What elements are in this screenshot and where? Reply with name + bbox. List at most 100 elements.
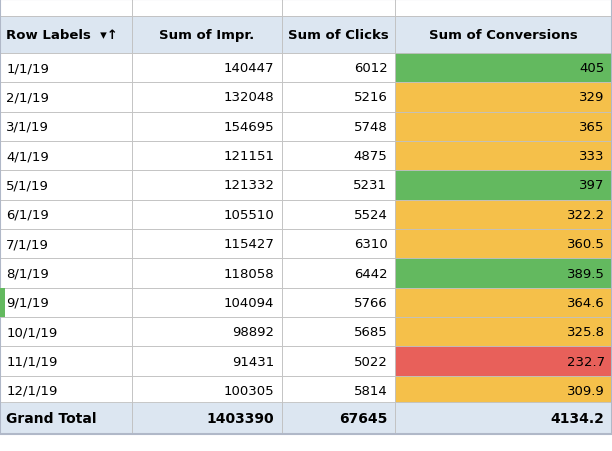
Text: 6310: 6310 (354, 238, 387, 251)
Text: 5524: 5524 (354, 208, 387, 221)
Bar (282, 17, 395, 54)
Bar (0, 288, 5, 318)
Bar (132, 200, 282, 230)
Text: 232.7: 232.7 (567, 355, 605, 368)
Text: 5022: 5022 (354, 355, 387, 368)
Text: 10/1/19: 10/1/19 (6, 326, 58, 338)
Text: Grand Total: Grand Total (6, 411, 97, 425)
Text: 4/1/19: 4/1/19 (6, 150, 49, 163)
Bar (282, 318, 395, 347)
Text: 12/1/19: 12/1/19 (6, 384, 58, 397)
Text: 11/1/19: 11/1/19 (6, 355, 58, 368)
Bar (282, 402, 395, 434)
Text: 67645: 67645 (339, 411, 387, 425)
Text: 121151: 121151 (223, 150, 274, 163)
Text: 140447: 140447 (223, 62, 274, 75)
Bar (395, 288, 612, 318)
Bar (0, 83, 132, 112)
Bar (395, 17, 612, 54)
Text: 6442: 6442 (354, 267, 387, 280)
Text: 6012: 6012 (354, 62, 387, 75)
Text: Sum of Clicks: Sum of Clicks (288, 29, 389, 42)
Bar (395, 230, 612, 259)
Text: 333: 333 (579, 150, 605, 163)
Bar (282, 230, 395, 259)
Bar (395, 142, 612, 171)
Bar (132, 17, 282, 54)
Bar (0, 318, 132, 347)
Text: 118058: 118058 (223, 267, 274, 280)
Text: 7/1/19: 7/1/19 (6, 238, 49, 251)
Bar (282, 112, 395, 142)
Bar (395, 0, 612, 17)
Bar (282, 259, 395, 288)
Bar (395, 347, 612, 376)
Bar (395, 376, 612, 405)
Bar (132, 318, 282, 347)
Bar (395, 54, 612, 83)
Text: 5685: 5685 (354, 326, 387, 338)
Text: Sum of Conversions: Sum of Conversions (429, 29, 578, 42)
Bar (132, 347, 282, 376)
Text: 5748: 5748 (354, 120, 387, 133)
Bar (132, 376, 282, 405)
Text: 9/1/19: 9/1/19 (6, 296, 49, 309)
Text: 5766: 5766 (354, 296, 387, 309)
Text: 104094: 104094 (224, 296, 274, 309)
Text: 121332: 121332 (223, 179, 274, 192)
Bar (282, 171, 395, 200)
Text: 389.5: 389.5 (567, 267, 605, 280)
Text: 397: 397 (580, 179, 605, 192)
Bar (132, 83, 282, 112)
Bar (282, 83, 395, 112)
Text: 91431: 91431 (232, 355, 274, 368)
Bar (0, 17, 132, 54)
Bar (282, 376, 395, 405)
Text: 329: 329 (580, 91, 605, 104)
Bar (0, 288, 132, 318)
Text: 154695: 154695 (223, 120, 274, 133)
Bar (132, 112, 282, 142)
Text: 100305: 100305 (223, 384, 274, 397)
Bar (0, 402, 132, 434)
Bar (0, 376, 132, 405)
Text: 322.2: 322.2 (567, 208, 605, 221)
Text: 325.8: 325.8 (567, 326, 605, 338)
Text: 1403390: 1403390 (207, 411, 274, 425)
Text: 5216: 5216 (354, 91, 387, 104)
Text: 115427: 115427 (223, 238, 274, 251)
Bar (0, 171, 132, 200)
Bar (132, 230, 282, 259)
Bar (0, 0, 132, 17)
Text: 309.9: 309.9 (567, 384, 605, 397)
Bar (132, 171, 282, 200)
Bar (132, 402, 282, 434)
Bar (395, 200, 612, 230)
Bar (395, 112, 612, 142)
Text: 2/1/19: 2/1/19 (6, 91, 49, 104)
Text: Sum of Impr.: Sum of Impr. (159, 29, 254, 42)
Text: 98892: 98892 (232, 326, 274, 338)
Text: 132048: 132048 (223, 91, 274, 104)
Bar (0, 200, 132, 230)
Bar (132, 142, 282, 171)
Text: 8/1/19: 8/1/19 (6, 267, 49, 280)
Bar (132, 259, 282, 288)
Text: 5231: 5231 (353, 179, 387, 192)
Bar (395, 402, 612, 434)
Text: 364.6: 364.6 (567, 296, 605, 309)
Text: 5814: 5814 (354, 384, 387, 397)
Bar (282, 347, 395, 376)
Bar (132, 0, 282, 17)
Text: 4134.2: 4134.2 (551, 411, 605, 425)
Bar (132, 54, 282, 83)
Bar (0, 142, 132, 171)
Bar (395, 259, 612, 288)
Text: 405: 405 (580, 62, 605, 75)
Bar (282, 288, 395, 318)
Text: 3/1/19: 3/1/19 (6, 120, 49, 133)
Text: 5/1/19: 5/1/19 (6, 179, 49, 192)
Bar (395, 171, 612, 200)
Text: 4875: 4875 (354, 150, 387, 163)
Text: 1/1/19: 1/1/19 (6, 62, 49, 75)
